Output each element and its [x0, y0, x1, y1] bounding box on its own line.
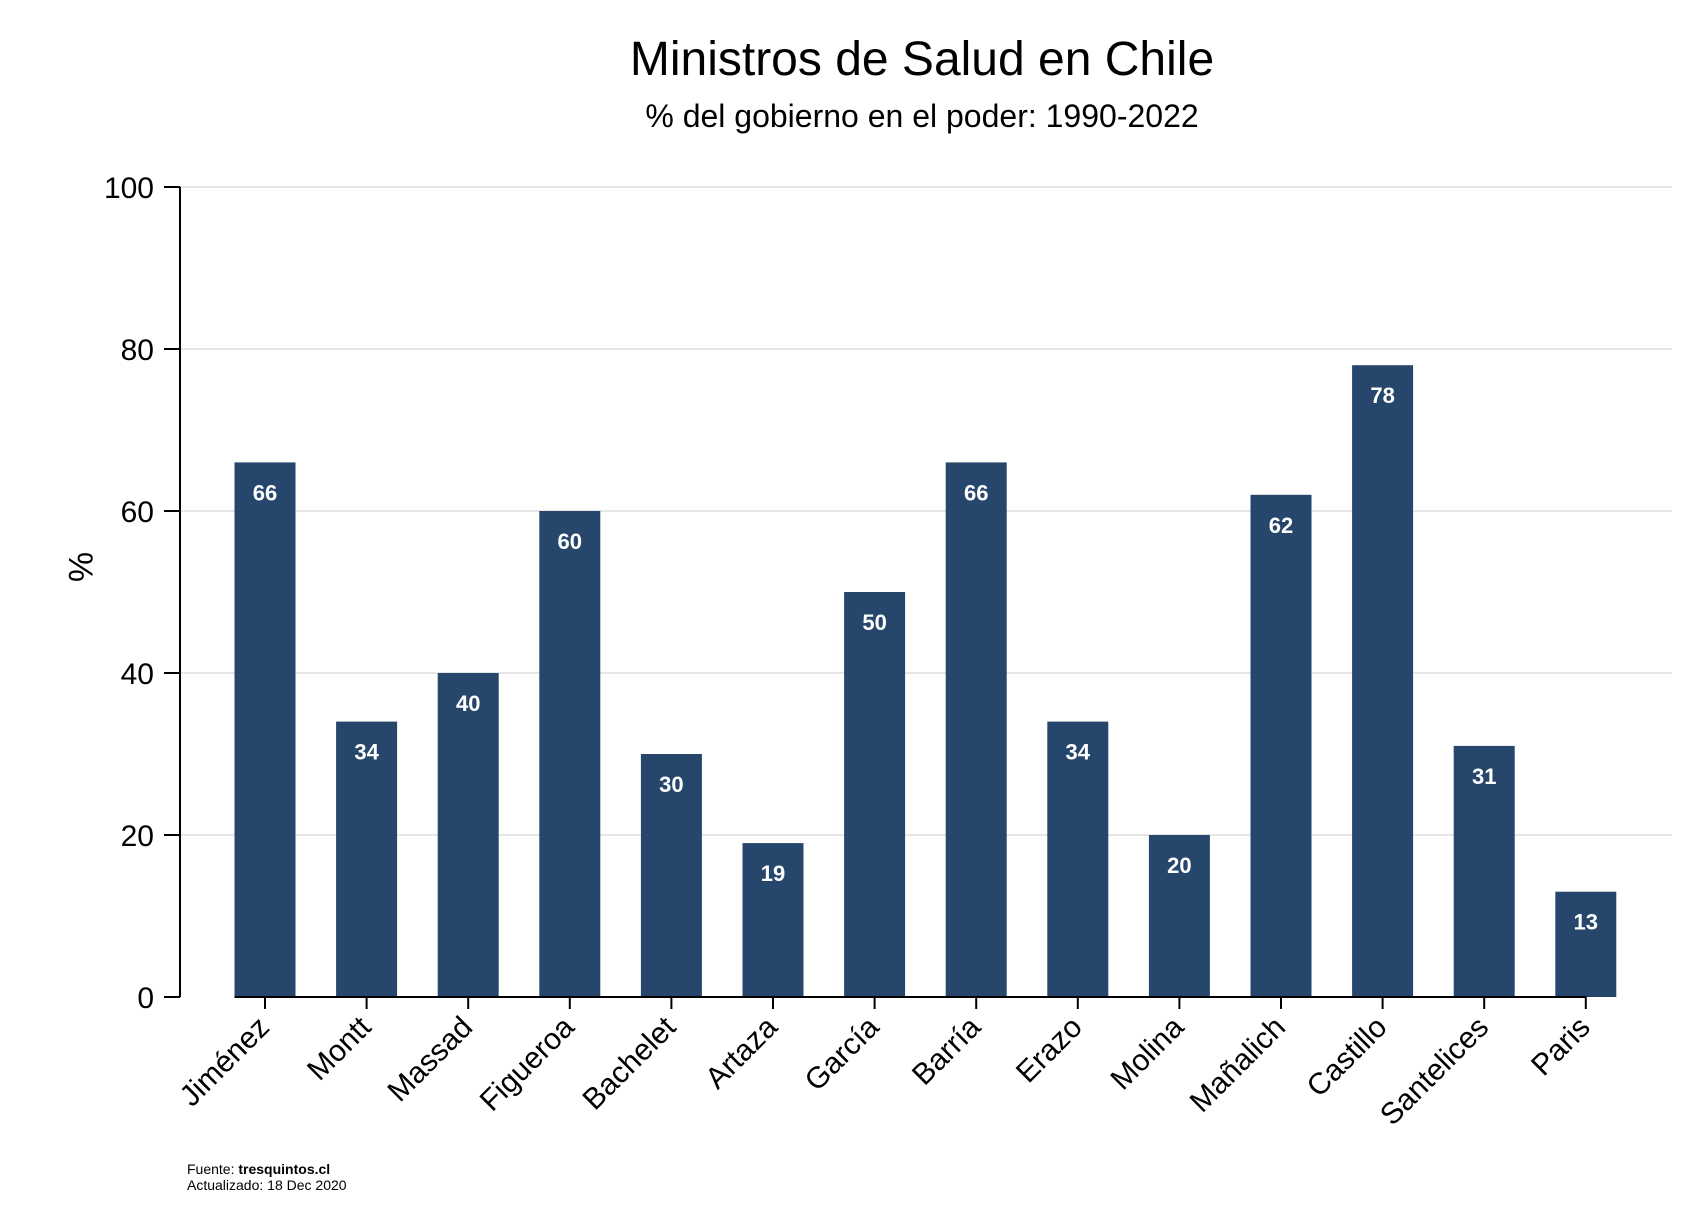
x-tick-label: García — [799, 1010, 886, 1097]
x-tick-label: Paris — [1525, 1011, 1597, 1083]
bar-value-label: 50 — [862, 610, 886, 635]
bar-value-label: 34 — [1066, 740, 1091, 765]
y-tick-label: 80 — [121, 334, 154, 367]
source-prefix: Fuente: — [187, 1161, 239, 1177]
x-tick-label: Erazo — [1010, 1011, 1089, 1090]
bar-value-label: 31 — [1472, 764, 1496, 789]
source-note: Fuente: tresquintos.cl Actualizado: 18 D… — [187, 1161, 347, 1193]
bar-value-label: 34 — [354, 740, 379, 765]
bar-value-label: 40 — [456, 691, 480, 716]
chart-subtitle: % del gobierno en el poder: 1990-2022 — [645, 98, 1198, 134]
bar — [1352, 365, 1414, 997]
bar — [640, 754, 702, 997]
bar — [1555, 891, 1617, 997]
updated-date: Actualizado: 18 Dec 2020 — [187, 1177, 347, 1193]
x-tick-label: Montt — [301, 1010, 378, 1087]
bar — [336, 721, 398, 997]
bar — [1047, 721, 1109, 997]
x-tick-label: Mañalich — [1184, 1011, 1292, 1119]
bar — [1148, 835, 1210, 997]
x-tick-label: Jiménez — [174, 1011, 276, 1113]
bar — [437, 673, 499, 997]
y-ticks: 0 20 40 60 80 100 — [104, 172, 180, 1015]
bar — [539, 511, 601, 997]
y-tick-label: 20 — [121, 820, 154, 853]
bar — [945, 462, 1007, 997]
bar-value-label: 20 — [1167, 853, 1191, 878]
bar-value-label: 62 — [1269, 513, 1293, 538]
bar — [742, 843, 804, 997]
bar-value-label: 30 — [659, 772, 683, 797]
y-tick-label: 60 — [121, 496, 154, 529]
bar-value-label: 60 — [558, 529, 582, 554]
bars: 66 34 40 60 30 19 50 66 34 20 62 78 31 13 — [234, 365, 1617, 997]
chart-title: Ministros de Salud en Chile — [630, 33, 1214, 86]
x-tick-label: Molina — [1105, 1010, 1191, 1096]
x-tick-label: Figueroa — [474, 1010, 581, 1117]
gridlines — [180, 186, 1672, 836]
y-tick-label: 100 — [104, 172, 154, 205]
bar — [1250, 494, 1312, 997]
bar-value-label: 66 — [253, 480, 277, 505]
x-tick-label: Barría — [906, 1010, 987, 1091]
source-name: tresquintos.cl — [238, 1161, 331, 1177]
x-tick-label: Massad — [382, 1011, 480, 1109]
x-tick-label: Bachelet — [576, 1010, 682, 1116]
bar-value-label: 66 — [964, 480, 988, 505]
bar — [234, 462, 296, 997]
y-axis-label: % — [61, 552, 99, 582]
x-tick-label: Artaza — [699, 1010, 784, 1095]
bar — [844, 592, 906, 997]
bar-value-label: 13 — [1574, 910, 1598, 935]
y-tick-label: 0 — [137, 982, 154, 1015]
x-tick-label: Santelices — [1374, 1011, 1495, 1132]
y-tick-label: 40 — [121, 658, 154, 691]
bar — [1453, 745, 1515, 997]
bar-value-label: 78 — [1370, 383, 1394, 408]
bar-value-label: 19 — [761, 861, 785, 886]
x-tick-label: Castillo — [1301, 1011, 1394, 1104]
axes — [179, 187, 1587, 998]
